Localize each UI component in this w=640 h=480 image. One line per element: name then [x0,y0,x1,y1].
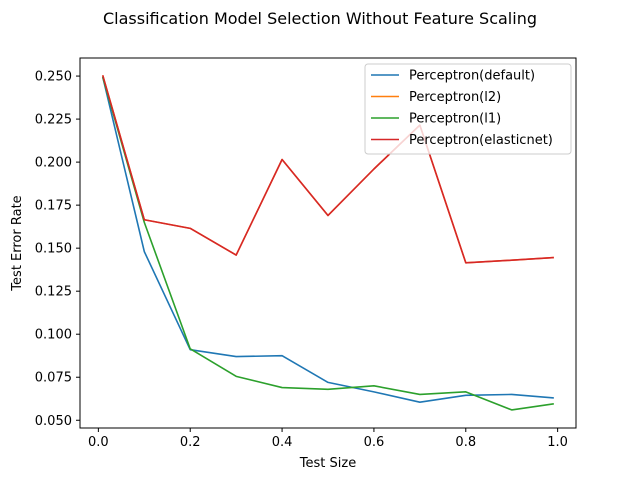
legend-label: Perceptron(l2) [409,90,501,105]
x-tick-label: 0.4 [272,435,293,450]
x-tick-label: 0.0 [88,435,109,450]
y-tick-label: 0.125 [35,285,72,300]
y-tick-label: 0.250 [35,70,72,85]
y-tick-label: 0.100 [35,328,72,343]
y-axis-ticks: 0.050 0.075 0.100 0.125 0.150 0.175 0.200 0.225… [35,70,80,429]
legend: Perceptron(default) Perceptron(l2) Percept… [364,63,572,155]
y-tick-label: 0.175 [35,199,72,214]
chart-title: Classification Model Selection Without F… [103,9,537,28]
series-lines [101,75,554,411]
y-axis-label: Test Error Rate [10,195,25,291]
series-line-4 [101,75,554,264]
y-tick-label: 0.075 [35,371,72,386]
legend-label: Perceptron(l1) [409,112,501,127]
x-tick-label: 0.2 [180,435,201,450]
legend-label: Perceptron(default) [409,69,535,84]
legend-box [364,63,572,155]
x-tick-label: 1.0 [547,435,568,450]
y-tick-label: 0.225 [35,113,72,128]
x-axis-ticks: 0.0 0.2 0.4 0.6 0.8 1.0 [88,428,568,450]
y-tick-label: 0.050 [35,414,72,429]
x-tick-label: 0.8 [455,435,476,450]
x-tick-label: 0.6 [364,435,385,450]
x-axis-label: Test Size [299,456,356,471]
series-line-3 [101,76,554,411]
legend-label: Perceptron(elasticnet) [409,133,553,148]
y-tick-label: 0.200 [35,156,72,171]
series-line-1 [101,76,554,403]
plot-frame [79,57,577,429]
y-tick-label: 0.150 [35,242,72,257]
